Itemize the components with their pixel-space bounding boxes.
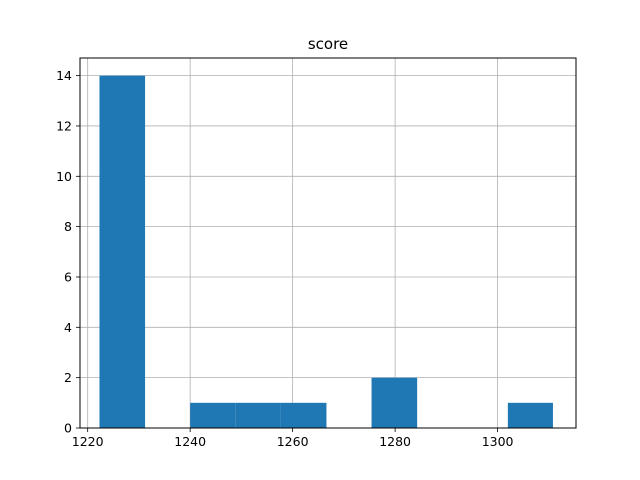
y-tick-label: 12 (56, 118, 72, 133)
grid (80, 58, 576, 429)
x-tick-label: 1280 (379, 434, 411, 449)
x-tick-label: 1240 (174, 434, 206, 449)
histogram-bar (280, 402, 327, 428)
y-tick-label: 0 (64, 421, 72, 436)
plot-frame (79, 57, 577, 429)
histogram-bar (235, 402, 281, 428)
histogram-bar (99, 75, 146, 428)
y-tick-label: 10 (56, 169, 72, 184)
histogram-bar (371, 377, 418, 428)
y-tick-label: 4 (64, 320, 72, 335)
y-tick-label: 2 (64, 370, 72, 385)
histogram-bar (507, 402, 553, 428)
y-tick-label: 8 (64, 219, 72, 234)
histogram-bar (190, 402, 236, 428)
x-tick-label: 1220 (72, 434, 104, 449)
y-tick-label: 14 (56, 68, 72, 83)
axis-ticks: 1220 1240 1260 1280 1300 0 2 4 6 8 10 12 14 (56, 68, 513, 449)
y-tick-label: 6 (64, 269, 72, 284)
bars (99, 75, 553, 428)
x-tick-label: 1260 (277, 434, 309, 449)
chart-title: score (308, 35, 348, 53)
x-tick-label: 1300 (482, 434, 514, 449)
